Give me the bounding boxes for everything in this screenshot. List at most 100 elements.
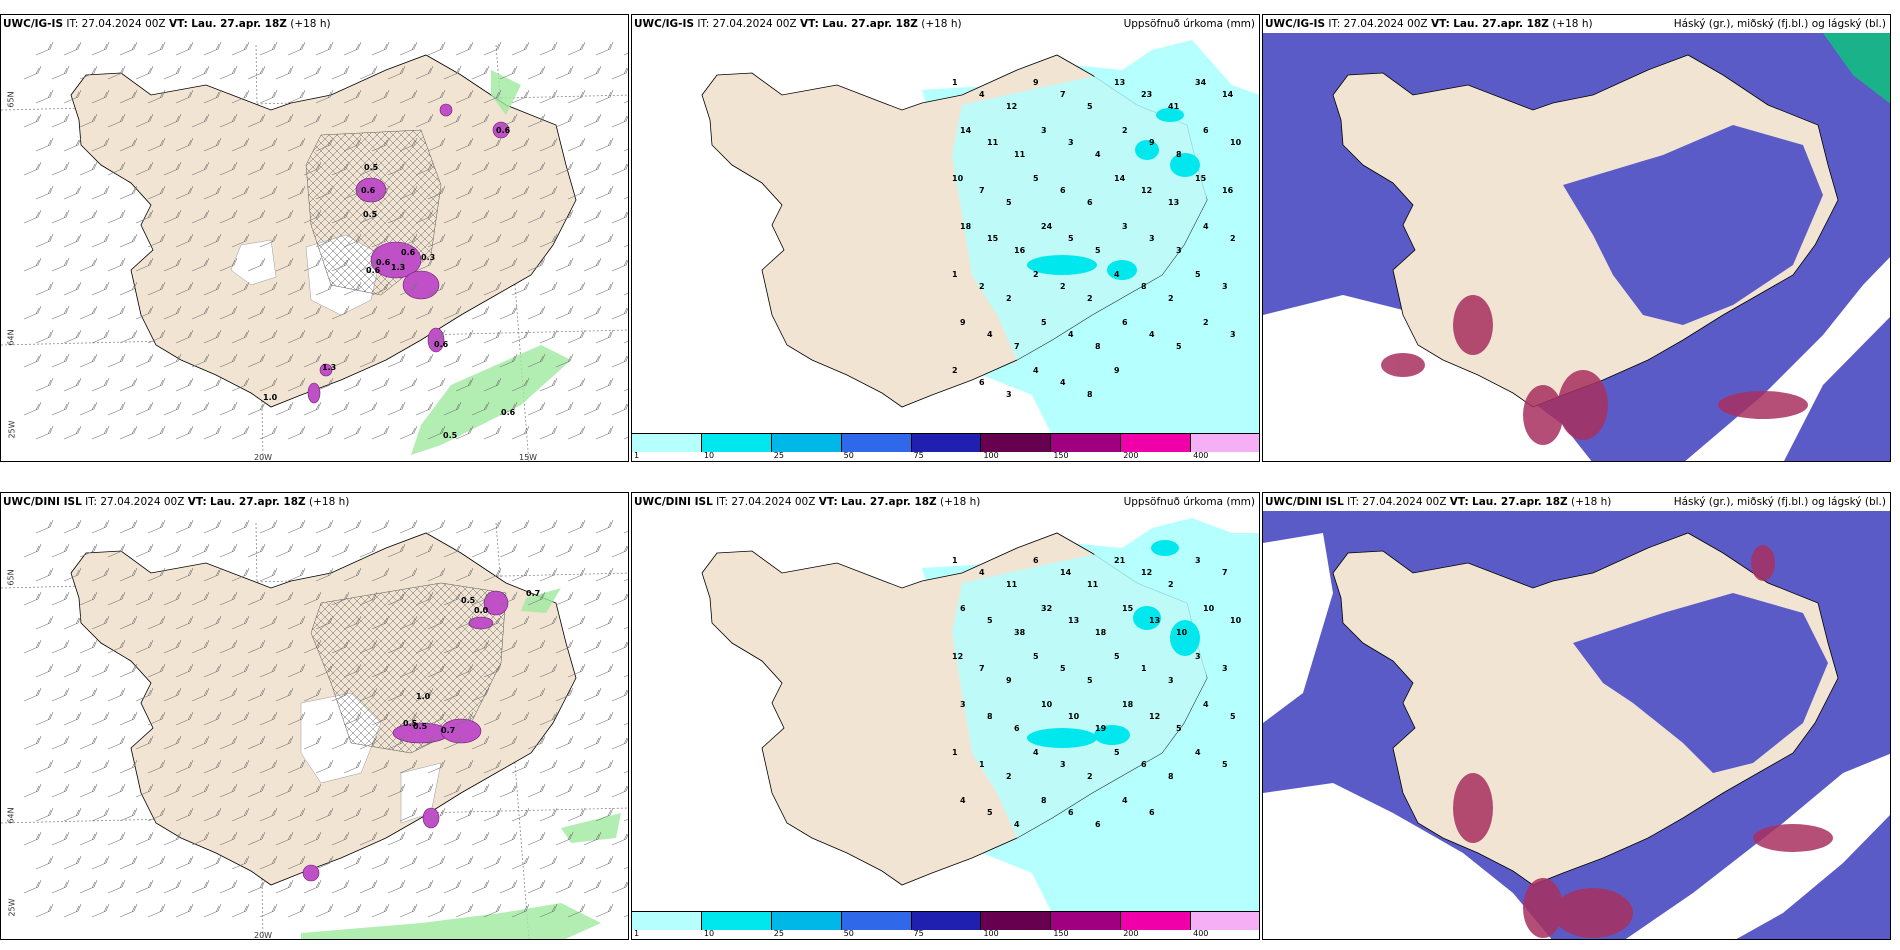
wind-barb: [427, 903, 446, 918]
wind-barb: [455, 137, 474, 152]
wind-barb: [35, 855, 54, 870]
wind-barb: [455, 281, 474, 296]
wind-barb: [359, 161, 378, 176]
wind-barb: [595, 329, 614, 344]
wind-barb: [315, 377, 334, 392]
precip-value-label: 2: [1087, 772, 1093, 781]
colorbar-tick-label: 50: [843, 451, 854, 460]
wind-barb: [539, 233, 558, 248]
wind-barb: [455, 711, 474, 726]
wind-barb: [79, 257, 98, 272]
wind-barb: [163, 65, 182, 80]
wind-barb: [231, 663, 250, 678]
wind-barb: [399, 233, 418, 248]
wind-barb: [219, 353, 238, 368]
precip-value-label: 12: [1006, 102, 1017, 111]
precip-value-label: 13: [1168, 198, 1179, 207]
wind-barb: [539, 425, 558, 440]
wind-barb: [259, 807, 278, 822]
wind-barb: [231, 759, 250, 774]
wind-barb: [51, 113, 70, 128]
wind-barb: [79, 735, 98, 750]
wind-barb: [147, 89, 166, 104]
wind-barb: [91, 281, 110, 296]
wind-barb: [135, 639, 154, 654]
wind-barb: [527, 831, 546, 846]
wind-barb: [567, 233, 586, 248]
wind-barb: [175, 233, 194, 248]
wind-barb: [343, 519, 362, 534]
colorbar-tick-label: 400: [1193, 929, 1209, 938]
wind-barb: [203, 855, 222, 870]
wind-barb: [611, 211, 628, 224]
precip-value-label: 3: [1041, 126, 1047, 135]
map-wind-top: 0.60.50.60.51.30.60.60.31.31.00.60.60.50…: [1, 41, 628, 461]
wind-barb: [119, 377, 138, 392]
wind-barb: [231, 185, 250, 200]
precip-value-label: 8: [1095, 342, 1101, 351]
wind-barb: [611, 67, 628, 80]
colorbar-tick-label: 10: [703, 929, 715, 938]
wind-barb: [595, 137, 614, 152]
it-value: 27.04.2024 00Z: [1362, 496, 1447, 508]
wind-barb: [359, 879, 378, 894]
precip-value-label: 10: [1230, 138, 1242, 147]
colorbar-tick-label: 25: [773, 451, 784, 460]
wind-barb: [91, 185, 110, 200]
wind-barb: [259, 711, 278, 726]
wind-barb: [371, 567, 390, 582]
wind-barb: [371, 663, 390, 678]
precip-value-label: 4: [1060, 378, 1066, 387]
wind-barb: [499, 879, 518, 894]
wind-barb: [499, 113, 518, 128]
wind-barb: [371, 519, 390, 534]
wind-barb: [191, 161, 210, 176]
wind-barb: [623, 770, 628, 774]
colorbar-tick-label: 150: [1053, 929, 1069, 938]
vt-value: Lau. 27.apr. 18Z: [210, 496, 306, 508]
wind-barb: [583, 353, 602, 368]
precip-value-label: 2: [1230, 234, 1236, 243]
wind-barb: [163, 353, 182, 368]
wind-barb: [343, 89, 362, 104]
wind-barb: [511, 663, 530, 678]
precip-value-label: 3: [1168, 676, 1174, 685]
wind-barb: [63, 425, 82, 440]
wind-barb: [35, 519, 54, 534]
wind-barb: [623, 866, 628, 870]
precip-value-label: 14: [1060, 568, 1072, 577]
wind-barb: [343, 615, 362, 630]
wind-barb: [331, 401, 350, 416]
wind-barb: [399, 567, 418, 582]
wind-barb: [191, 831, 210, 846]
wind-barb: [511, 615, 530, 630]
wind-barb: [415, 783, 434, 798]
precip-value-label: 5: [1176, 724, 1182, 733]
wind-barb: [331, 353, 350, 368]
wind-barb: [135, 161, 154, 176]
wind-barb: [623, 578, 628, 582]
wind-barb: [119, 567, 138, 582]
wind-barb: [623, 244, 628, 248]
wind-barb: [191, 783, 210, 798]
wind-barb: [247, 735, 266, 750]
wind-barb: [415, 687, 434, 702]
wind-barb: [219, 735, 238, 750]
wind-value-label: 0.7: [526, 589, 540, 598]
wind-barb: [611, 737, 628, 750]
wind-barb: [23, 353, 42, 368]
wind-barb: [63, 233, 82, 248]
wind-barb: [483, 567, 502, 582]
wind-barb: [35, 377, 54, 392]
wind-barb: [23, 591, 42, 606]
wind-barb: [247, 353, 266, 368]
wind-barb: [219, 257, 238, 272]
wind-barb: [539, 519, 558, 534]
wind-barb: [343, 329, 362, 344]
wind-barb: [231, 137, 250, 152]
precip-value-label: 12: [1141, 568, 1152, 577]
precip-value-label: 3: [1230, 330, 1236, 339]
precip-value-label: 5: [1006, 198, 1012, 207]
precip-value-label: 14: [1222, 90, 1234, 99]
precip-value-label: 5: [1114, 748, 1120, 757]
